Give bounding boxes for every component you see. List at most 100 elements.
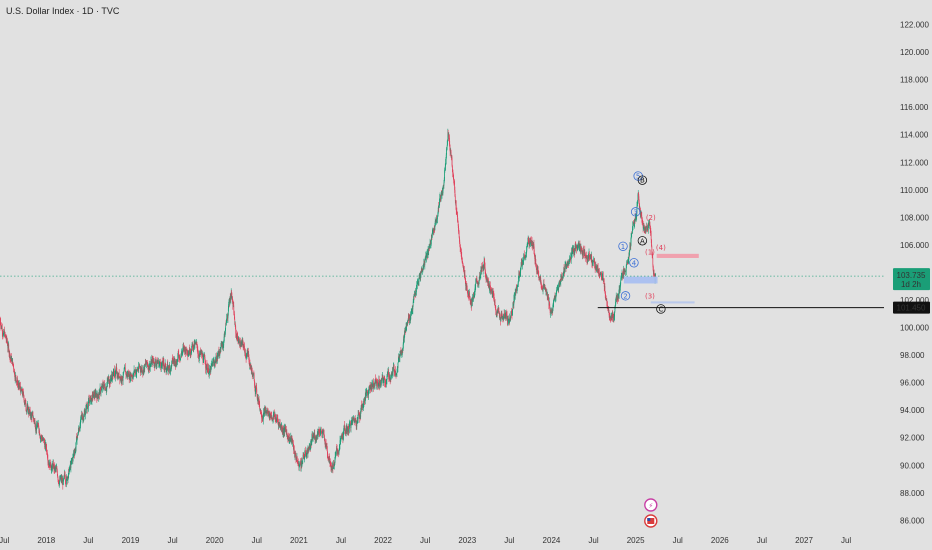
candle-body <box>272 419 274 421</box>
candle-body <box>348 426 349 430</box>
lightning-icon <box>644 498 658 512</box>
candle-body <box>9 352 11 358</box>
candle-body <box>135 373 137 375</box>
candle-body <box>459 241 461 246</box>
candle-body <box>640 214 642 217</box>
candle-body <box>455 205 457 211</box>
candle-body <box>246 355 248 358</box>
candle-body <box>503 316 504 320</box>
candle-body <box>23 392 24 396</box>
candle-body <box>558 283 560 285</box>
candle-body <box>442 185 444 188</box>
candle-body <box>560 278 562 282</box>
candle-body <box>334 459 336 465</box>
candle-body <box>459 245 461 248</box>
candle-body <box>436 219 438 220</box>
candle-body <box>629 245 631 251</box>
candle-body <box>327 450 328 454</box>
candle-body <box>538 276 540 278</box>
candle-body <box>460 249 462 253</box>
candle-body <box>14 376 16 379</box>
candle-body <box>345 431 346 435</box>
last-price-countdown: 1d 2h <box>901 280 921 289</box>
candle-body <box>229 297 231 300</box>
candle-body <box>50 465 52 468</box>
candle-body <box>639 208 641 213</box>
candle-body <box>607 308 609 310</box>
candle-body <box>260 410 262 414</box>
candle-body <box>496 314 497 317</box>
candle-body <box>401 352 403 354</box>
y-tick-label: 122.000 <box>900 21 929 30</box>
candle-body <box>238 340 239 343</box>
candle-body <box>447 132 449 134</box>
candle-body <box>526 243 528 247</box>
candle-body <box>297 461 298 463</box>
candle-body <box>377 381 378 385</box>
candle-body <box>566 263 568 265</box>
candle-body <box>295 453 296 455</box>
candle-body <box>191 345 193 352</box>
candle-body <box>16 381 17 383</box>
candle-body <box>614 307 616 312</box>
candle-body <box>20 386 21 389</box>
candle-body <box>320 432 321 433</box>
candle-body <box>410 314 412 316</box>
candle-body <box>42 437 44 439</box>
candle-body <box>628 259 629 262</box>
candle-body <box>223 340 225 346</box>
candle-body <box>512 302 514 305</box>
candle-body <box>201 352 203 355</box>
candle-body <box>478 276 480 282</box>
candle-body <box>474 287 476 291</box>
candle-body <box>325 442 327 447</box>
candle-body <box>408 317 409 320</box>
support-zone <box>623 276 658 284</box>
target-zone <box>650 301 695 304</box>
candle-body <box>305 454 307 457</box>
y-tick-label: 96.000 <box>900 379 925 388</box>
candle-body <box>334 456 336 460</box>
candle-body <box>537 269 539 272</box>
candle-body <box>84 414 86 416</box>
candle-body <box>268 411 270 415</box>
candle-body <box>525 253 527 257</box>
candle-body <box>148 365 149 369</box>
candle-body <box>417 283 419 284</box>
candle-body <box>562 277 563 279</box>
candle-body <box>181 353 183 355</box>
candle-body <box>438 205 440 208</box>
candle-body <box>612 314 614 319</box>
candle-body <box>570 257 571 261</box>
candle-body <box>564 268 566 273</box>
candle-body <box>301 463 303 465</box>
y-tick-label: 116.000 <box>900 103 929 112</box>
candle-body <box>197 353 199 355</box>
candle-body <box>177 359 178 362</box>
candle-body <box>475 281 477 284</box>
candle-body <box>65 478 66 482</box>
candle-body <box>74 452 76 455</box>
candle-body <box>396 367 398 373</box>
candle-body <box>125 372 127 375</box>
candle-body <box>408 315 410 322</box>
candle-body <box>108 376 110 381</box>
candle-body <box>405 329 406 332</box>
candle-body <box>448 133 449 138</box>
candle-body <box>133 370 135 374</box>
candle-body <box>501 315 503 318</box>
candle-body <box>418 281 420 285</box>
candle-body <box>593 260 595 262</box>
candle-body <box>644 226 645 230</box>
candle-body <box>321 430 322 434</box>
candle-body <box>438 205 439 211</box>
candle-body <box>440 197 441 199</box>
candle-body <box>165 363 166 367</box>
candle-body <box>208 372 210 375</box>
candle-body <box>648 224 649 226</box>
candle-body <box>89 399 90 401</box>
wave-label-black: B <box>640 177 645 185</box>
x-tick-label: Jul <box>588 536 598 545</box>
